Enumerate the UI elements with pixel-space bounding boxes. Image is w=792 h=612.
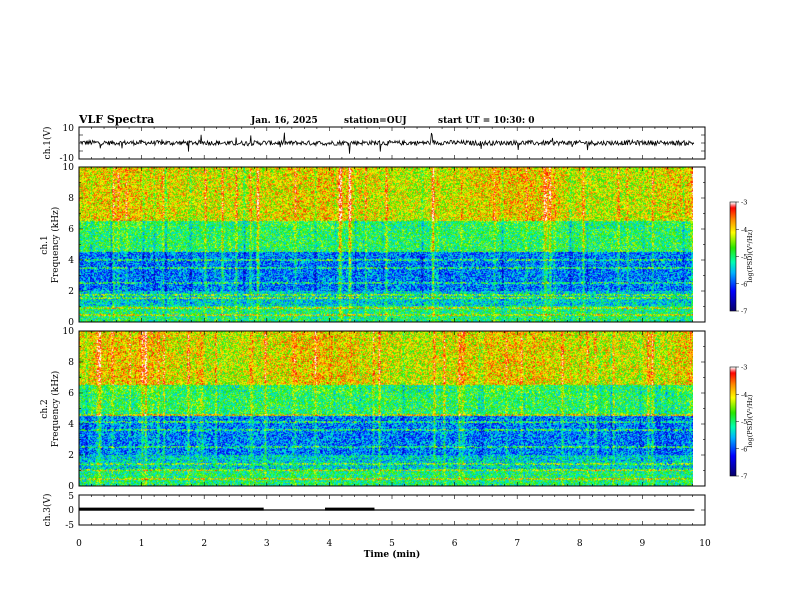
ch2-colorbar-tick-label: -4	[741, 391, 747, 399]
ch1-spectrogram-image	[79, 167, 693, 322]
ch3-status-panel: 5 0 -5 ch.3(V) 0 1 2 3 4 5 6 7 8 9 10 Time (min)	[42, 492, 711, 560]
figure-title: VLF Spectra	[78, 113, 154, 126]
ch1-colorbar: -3 -4 -5 -6 -7 log(PSD)(V²/Hz)	[729, 199, 754, 316]
time-axis-tick-labels: 0 1 2 3 4 5 6 7 8 9 10	[76, 539, 711, 549]
ch3-ytick-middle: 0	[68, 506, 74, 516]
ch1-colorbar-tick-label: -5	[741, 253, 747, 261]
ch2-colorbar-tick-label: -6	[741, 445, 747, 453]
ch2-colorbar: -3 -4 -5 -6 -7 log(PSD)(V²/Hz)	[729, 364, 754, 481]
ch1-spectrogram-ytick-label: 4	[68, 256, 74, 266]
time-tick-label: 2	[201, 539, 207, 549]
ch1-ytick-bottom: -10	[60, 154, 75, 164]
time-axis-label: Time (min)	[364, 549, 421, 560]
ch1-waveform-ticks	[78, 126, 706, 160]
ch2-spectrogram-panel: 0 2 4 6 8 10 ch.2 Frequency (kHz)	[40, 327, 706, 492]
start-time-label: start UT = 10:30: 0	[438, 116, 535, 126]
time-tick-label: 10	[699, 539, 711, 549]
ch2-colorbar-gradient	[730, 367, 736, 476]
ch2-spectrogram-ytick-label: 8	[68, 358, 74, 368]
ch1-spectrogram-ytick-label: 0	[68, 318, 74, 328]
ch1-spectrogram-ytick-label: 10	[63, 163, 75, 173]
station-label: station=OUJ	[344, 116, 407, 126]
ch2-spectrogram-image	[79, 331, 693, 486]
time-tick-label: 3	[264, 539, 270, 549]
ch3-status-ylabel: ch.3(V)	[42, 494, 53, 527]
ch2-spectrogram-ytick-label: 0	[68, 482, 74, 492]
ch1-colorbar-gradient	[730, 202, 736, 311]
ch3-status-ticks	[78, 494, 706, 526]
time-tick-label: 4	[327, 539, 333, 549]
ch1-colorbar-tick-label: -3	[741, 199, 747, 207]
time-tick-label: 0	[76, 539, 82, 549]
ch1-colorbar-tick-label: -4	[741, 226, 747, 234]
ch2-spectrogram-channel-label: ch.2	[40, 399, 50, 418]
ch3-ytick-bottom: -5	[65, 521, 74, 531]
ch1-spectrogram-panel: 0 2 4 6 8 10 ch.1 Frequency (kHz)	[40, 163, 706, 328]
ch1-spectrogram-ytick-label: 6	[68, 225, 74, 235]
ch2-spectrogram-ylabel: Frequency (kHz)	[50, 371, 61, 448]
ch1-frequency-tick-labels: 0 2 4 6 8 10	[63, 163, 75, 328]
ch1-spectrogram-channel-label: ch.1	[40, 235, 50, 254]
time-tick-label: 6	[452, 539, 458, 549]
ch2-frequency-tick-labels: 0 2 4 6 8 10	[63, 327, 75, 492]
ch2-spectrogram-ytick-label: 4	[68, 420, 74, 430]
ch1-waveform-trace	[79, 132, 695, 154]
ch1-waveform-panel: 10 -10 ch.1(V)	[42, 124, 706, 164]
ch2-colorbar-tick-label: -7	[741, 473, 747, 481]
ch1-spectrogram-ytick-label: 2	[68, 287, 74, 297]
ch1-spectrogram-ylabel: Frequency (kHz)	[50, 207, 61, 284]
ch1-waveform-ylabel: ch.1(V)	[42, 127, 53, 160]
ch1-spectrogram-ytick-label: 8	[68, 194, 74, 204]
time-tick-label: 7	[514, 539, 520, 549]
time-tick-label: 1	[139, 539, 145, 549]
ch1-colorbar-tick-label: -7	[741, 308, 747, 316]
ch2-spectrogram-ytick-label: 6	[68, 389, 74, 399]
date-label: Jan. 16, 2025	[250, 116, 318, 126]
ch3-status-trace	[79, 507, 695, 511]
ch2-spectrogram-ytick-label: 10	[63, 327, 75, 337]
ch2-spectrogram-ytick-label: 2	[68, 451, 74, 461]
ch1-spectrogram-ticks	[78, 166, 706, 323]
ch2-spectrogram-ticks	[78, 330, 706, 487]
time-tick-label: 5	[389, 539, 395, 549]
ch2-colorbar-tick-label: -3	[741, 364, 747, 372]
ch1-ytick-top: 10	[63, 124, 75, 134]
ch2-colorbar-label: log(PSD)(V²/Hz)	[746, 394, 754, 447]
ch3-ytick-top: 5	[68, 492, 74, 502]
ch2-colorbar-tick-label: -5	[741, 418, 747, 426]
ch2-colorbar-ticks: -3 -4 -5 -6 -7	[736, 364, 747, 481]
time-tick-label: 9	[640, 539, 646, 549]
ch1-colorbar-label: log(PSD)(V²/Hz)	[746, 229, 754, 282]
ch1-colorbar-ticks: -3 -4 -5 -6 -7	[736, 199, 747, 316]
time-tick-label: 8	[577, 539, 583, 549]
ch1-colorbar-tick-label: -6	[741, 280, 747, 288]
